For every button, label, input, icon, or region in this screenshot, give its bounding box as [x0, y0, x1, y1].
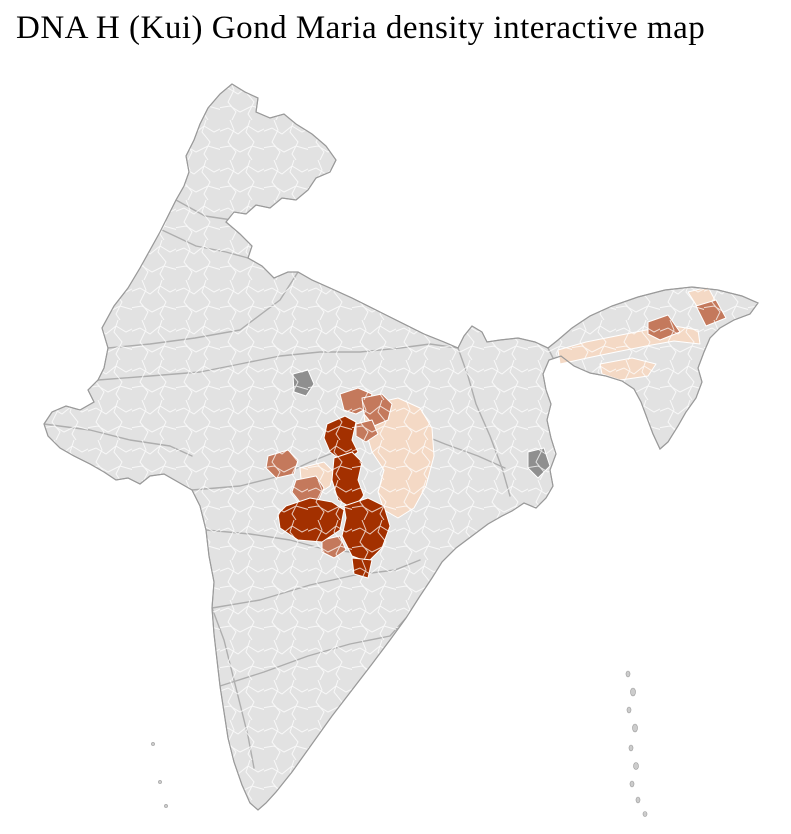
india-outline [43, 83, 759, 811]
andaman-nicobar-islands [625, 670, 648, 817]
lakshadweep-islands [151, 742, 168, 808]
page-title: DNA H (Kui) Gond Maria density interacti… [16, 10, 706, 46]
